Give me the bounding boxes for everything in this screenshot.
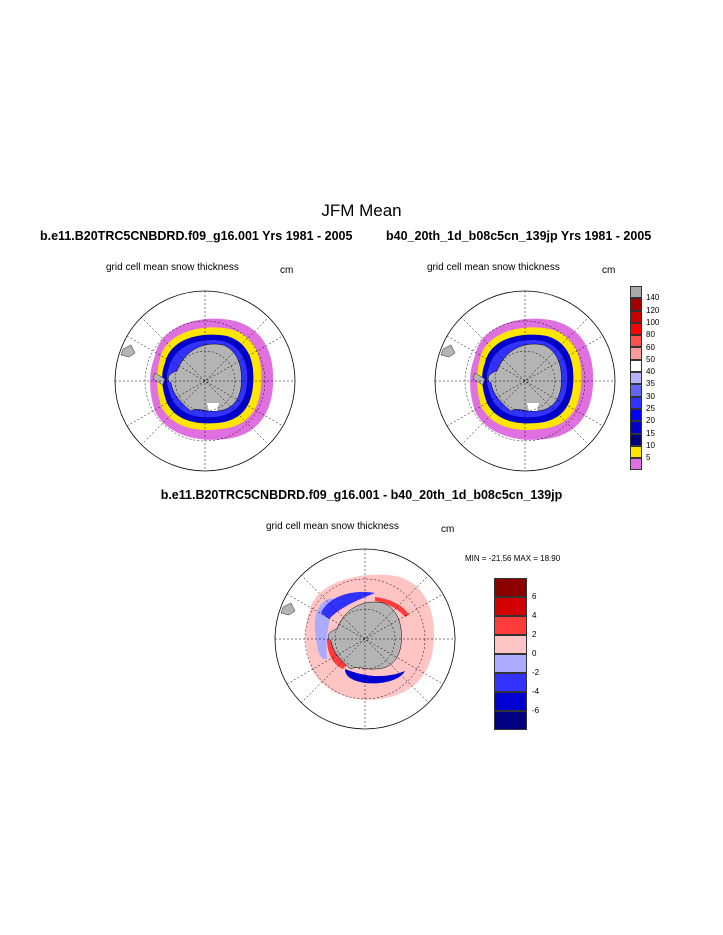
difference-colorbar bbox=[494, 578, 527, 730]
colorbar-swatch bbox=[630, 458, 642, 471]
right-panel-units: cm bbox=[602, 265, 616, 276]
left-experiment-title: b.e11.B20TRC5CNBDRD.f09_g16.001 Yrs 1981… bbox=[40, 229, 353, 243]
colorbar-label: 40 bbox=[646, 367, 655, 377]
colorbar-swatch bbox=[494, 616, 527, 635]
colorbar-swatch bbox=[630, 322, 642, 336]
colorbar-swatch bbox=[630, 433, 642, 446]
left-panel-variable: grid cell mean snow thickness bbox=[106, 262, 239, 273]
left-polar-map bbox=[114, 290, 296, 472]
colorbar-swatch bbox=[494, 654, 527, 673]
colorbar-label: 2 bbox=[532, 630, 537, 639]
colorbar-label: 140 bbox=[646, 293, 660, 303]
colorbar-swatch bbox=[630, 445, 642, 459]
colorbar-swatch bbox=[494, 692, 527, 711]
colorbar-swatch bbox=[630, 286, 642, 299]
snow-thickness-colorbar bbox=[630, 286, 642, 471]
difference-title: b.e11.B20TRC5CNBDRD.f09_g16.001 - b40_20… bbox=[160, 488, 563, 502]
right-polar-map bbox=[434, 290, 616, 472]
colorbar-label: 120 bbox=[646, 305, 660, 315]
colorbar-label: 10 bbox=[646, 440, 655, 450]
colorbar-swatch bbox=[494, 711, 527, 730]
colorbar-label: -6 bbox=[532, 706, 540, 715]
colorbar-swatch bbox=[630, 372, 642, 385]
page-title: JFM Mean bbox=[321, 201, 402, 220]
diff-panel-variable: grid cell mean snow thickness bbox=[266, 521, 399, 532]
colorbar-label: 4 bbox=[532, 611, 537, 620]
colorbar-swatch bbox=[494, 578, 527, 597]
colorbar-swatch bbox=[494, 673, 527, 692]
colorbar-swatch bbox=[494, 635, 527, 654]
colorbar-swatch bbox=[630, 359, 642, 373]
colorbar-swatch bbox=[630, 384, 642, 397]
colorbar-label: 30 bbox=[646, 391, 655, 401]
colorbar-label: 0 bbox=[532, 649, 537, 658]
right-experiment-title: b40_20th_1d_b08c5cn_139jp Yrs 1981 - 200… bbox=[386, 229, 652, 243]
colorbar-swatch bbox=[630, 310, 642, 323]
colorbar-swatch bbox=[630, 298, 642, 311]
colorbar-label: 80 bbox=[646, 330, 655, 340]
colorbar-label: 20 bbox=[646, 416, 655, 426]
diff-min-max-stats: MIN = -21.56 MAX = 18.90 bbox=[465, 554, 561, 563]
colorbar-label: 50 bbox=[646, 354, 655, 364]
difference-polar-map bbox=[274, 548, 456, 730]
colorbar-label: -4 bbox=[532, 687, 540, 696]
diff-panel-units: cm bbox=[441, 524, 455, 535]
colorbar-label: 100 bbox=[646, 317, 660, 327]
colorbar-label: 15 bbox=[646, 428, 655, 438]
colorbar-swatch bbox=[630, 408, 642, 422]
colorbar-swatch bbox=[630, 347, 642, 360]
colorbar-swatch bbox=[630, 396, 642, 409]
left-panel-units: cm bbox=[280, 265, 294, 276]
colorbar-label: 25 bbox=[646, 404, 655, 413]
colorbar-label: 60 bbox=[646, 342, 655, 352]
colorbar-label: 5 bbox=[646, 453, 651, 463]
colorbar-swatch bbox=[630, 335, 642, 348]
colorbar-label: 6 bbox=[532, 592, 537, 601]
colorbar-swatch bbox=[494, 597, 527, 616]
colorbar-label: 35 bbox=[646, 379, 655, 389]
colorbar-label: -2 bbox=[532, 668, 540, 677]
right-panel-variable: grid cell mean snow thickness bbox=[427, 262, 560, 273]
colorbar-swatch bbox=[630, 421, 642, 434]
